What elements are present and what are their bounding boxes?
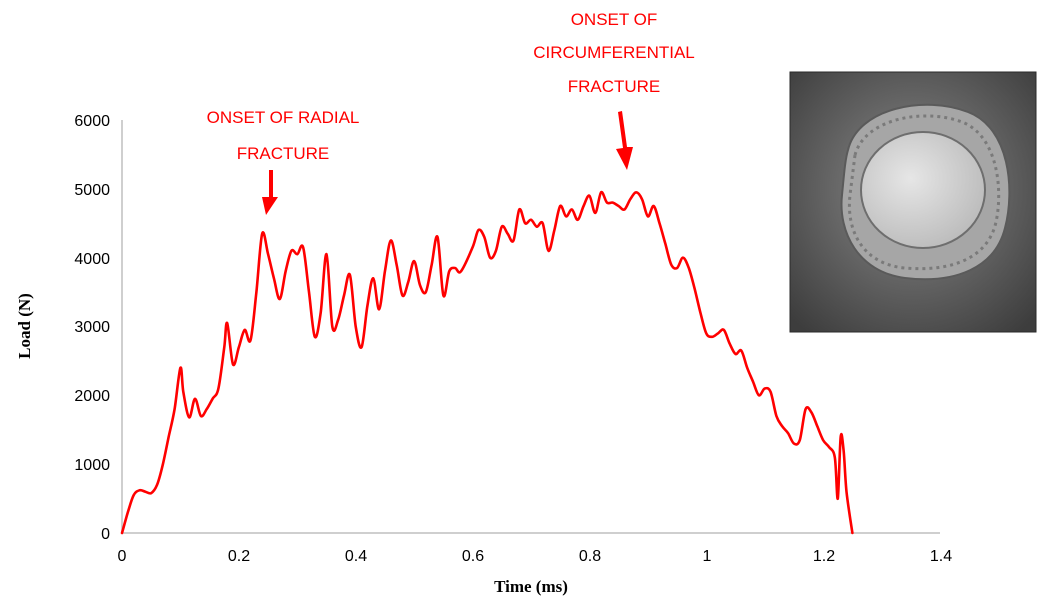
y-tick-label: 3000 [74,319,110,336]
x-tick-label: 1.2 [813,548,835,565]
annotation-circumferential-line-2: CIRCUMFERENTIAL [533,43,695,62]
x-tick-label: 0.8 [579,548,601,565]
annotation-radial-line-1: ONSET OF RADIAL [207,108,360,127]
specimen-photo-inset [789,71,1037,333]
x-tick-label: 0.6 [462,548,484,565]
annotation-circumferential-line-3: FRACTURE [568,77,661,96]
series-line [120,190,854,535]
x-axis-title: Time (ms) [494,577,568,596]
x-tick-label: 1 [703,548,712,565]
x-tick-label: 0.4 [345,548,367,565]
x-tick-labels: 0 0.2 0.4 0.6 0.8 1 1.2 1.4 [118,548,953,565]
y-tick-label: 1000 [74,457,110,474]
annotation-radial-arrow [262,170,278,215]
y-tick-label: 5000 [74,182,110,199]
x-tick-label: 0 [118,548,127,565]
y-tick-label: 0 [101,526,110,543]
x-tick-label: 0.2 [228,548,250,565]
y-tick-label: 2000 [74,388,110,405]
annotation-circumferential-line-1: ONSET OF [571,10,658,29]
y-tick-labels: 0 1000 2000 3000 4000 5000 6000 [74,113,110,543]
annotation-radial-line-2: FRACTURE [237,144,330,163]
annotation-circumferential-arrow [616,111,633,170]
x-tick-label: 1.4 [930,548,952,565]
y-tick-label: 4000 [74,251,110,268]
y-tick-label: 6000 [74,113,110,130]
y-axis-title: Load (N) [15,293,34,359]
